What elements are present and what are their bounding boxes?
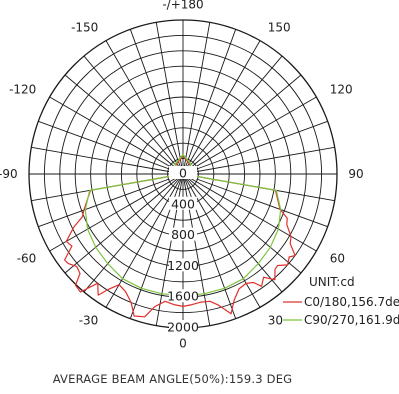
radial-label: 0 [179,166,187,181]
grid-spoke [182,173,302,274]
grid-spoke [105,40,184,175]
grid-spoke [182,173,283,293]
chart-labels: -/+180 150 120 90 60 30 0 -30 -60 -90 -120 -150 0 400… [0,0,364,350]
grid-spoke [182,146,335,175]
angle-label: -/+180 [162,0,203,12]
grid-spoke [155,22,184,175]
angle-label: 120 [330,82,353,96]
radial-label-bg [169,289,197,303]
grid-spoke [182,74,302,175]
series-closure [89,173,184,191]
grid-spoke [129,29,184,175]
radial-label: 1200 [167,258,199,273]
grid-spoke [182,22,211,175]
grid-spoke [182,55,283,175]
grid-spoke [182,96,317,175]
grid-spoke [182,40,261,175]
angle-label: -60 [17,252,37,266]
grid-spoke [64,74,184,175]
angle-label: -150 [71,20,98,34]
unit-label: UNIT:cd [309,275,355,289]
grid-spoke [182,29,237,175]
radial-label-bg [169,227,197,241]
grid-spoke [83,55,184,175]
legend-label-c0-180: C0/180,156.7deg [304,295,399,309]
angle-label: -90 [0,167,18,181]
average-beam-angle-text: AVERAGE BEAM ANGLE(50%):159.3 DEG [52,372,293,386]
angle-label: -120 [9,82,36,96]
grid-spoke [49,96,184,175]
legend: UNIT:cd C0/180,156.7deg C90/270,161.9deg [283,275,399,327]
grid-spoke [31,146,184,175]
grid-spoke [182,173,261,308]
grid-spoke [64,173,184,274]
grid-spoke [38,173,184,228]
angle-label: 60 [330,252,345,266]
radial-label: 1600 [167,289,199,304]
radial-label: 800 [171,227,195,242]
grid-spoke [182,173,328,228]
radial-label: 400 [171,196,195,211]
grid-spoke [83,173,184,293]
radial-label-bg [169,320,197,333]
grid-spoke [182,120,328,175]
legend-label-c90-270: C90/270,161.9deg [304,313,399,327]
radial-label-bg [169,258,197,272]
grid-spoke [49,173,184,252]
angle-label: 90 [348,167,363,181]
radial-label-bg [169,196,197,210]
grid-spoke [38,120,184,175]
radial-label: 2000 [167,320,199,335]
angle-label: -30 [79,314,99,328]
grid-spoke [182,173,317,252]
angle-label: 0 [179,336,187,350]
series-curve-c0-180 [63,173,296,318]
angle-label: 30 [268,314,283,328]
angle-label: 150 [268,20,291,34]
radial-label-bg [169,166,197,179]
